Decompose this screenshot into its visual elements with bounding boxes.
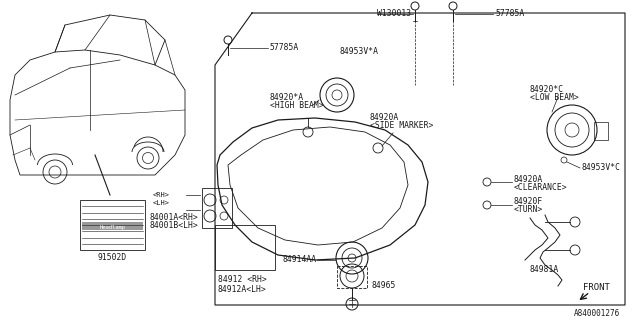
Text: <CLEARANCE>: <CLEARANCE> bbox=[514, 182, 568, 191]
Text: 84001B<LH>: 84001B<LH> bbox=[150, 221, 199, 230]
Text: 57785A: 57785A bbox=[270, 44, 300, 52]
Text: 84920F: 84920F bbox=[514, 197, 543, 206]
Bar bbox=[337, 266, 367, 288]
Text: 84914AA: 84914AA bbox=[283, 255, 317, 265]
Text: 84920*A: 84920*A bbox=[270, 93, 304, 102]
Text: FRONT: FRONT bbox=[583, 284, 610, 292]
Text: <HIGH BEAM>: <HIGH BEAM> bbox=[270, 101, 324, 110]
Text: 84001A<RH>: 84001A<RH> bbox=[150, 212, 199, 221]
Text: <LH>: <LH> bbox=[153, 200, 170, 206]
Text: 57785A: 57785A bbox=[495, 10, 524, 19]
Text: 84912 <RH>: 84912 <RH> bbox=[218, 276, 267, 284]
Text: 91502D: 91502D bbox=[98, 253, 127, 262]
Bar bbox=[80, 200, 145, 250]
Bar bbox=[594, 122, 608, 140]
Text: 84920A: 84920A bbox=[370, 114, 399, 123]
Text: 84912A<LH>: 84912A<LH> bbox=[218, 284, 267, 293]
Bar bbox=[202, 188, 232, 228]
Text: W130013: W130013 bbox=[377, 10, 411, 19]
Text: 84965: 84965 bbox=[372, 282, 396, 291]
Text: <SIDE MARKER>: <SIDE MARKER> bbox=[370, 122, 433, 131]
Text: Headlamp: Headlamp bbox=[99, 226, 125, 230]
Text: 84920*C: 84920*C bbox=[530, 85, 564, 94]
Bar bbox=[82, 222, 143, 230]
Text: <TURN>: <TURN> bbox=[514, 205, 543, 214]
Text: <RH>: <RH> bbox=[153, 192, 170, 198]
Text: 84953V*C: 84953V*C bbox=[582, 164, 621, 172]
Bar bbox=[215, 225, 275, 270]
Text: 84920A: 84920A bbox=[514, 174, 543, 183]
Text: <LOW BEAM>: <LOW BEAM> bbox=[530, 93, 579, 102]
Text: 84981A: 84981A bbox=[530, 266, 559, 275]
Text: 84953V*A: 84953V*A bbox=[340, 47, 379, 57]
Text: A840001276: A840001276 bbox=[573, 309, 620, 318]
